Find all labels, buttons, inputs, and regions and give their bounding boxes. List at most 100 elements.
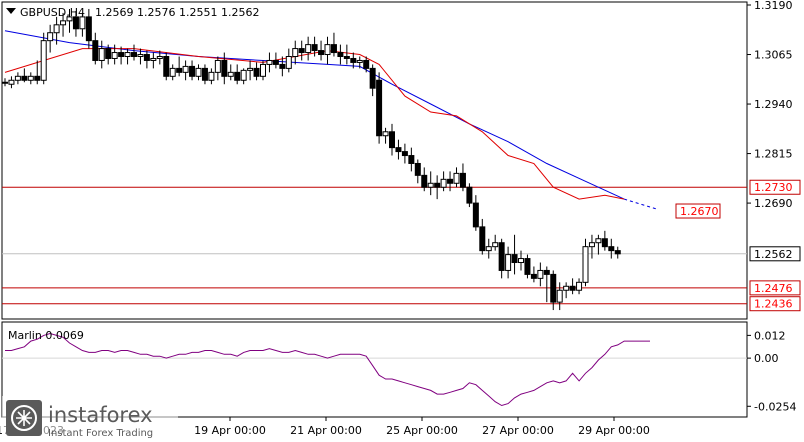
candle-body xyxy=(350,57,357,63)
candle-body xyxy=(85,16,92,42)
candle-body xyxy=(311,44,318,52)
candle-body xyxy=(201,67,208,81)
candle-body xyxy=(72,16,79,30)
indicator-label: Marlin 0.0069 xyxy=(8,329,84,342)
candle-body xyxy=(601,238,608,248)
candle-body xyxy=(505,254,512,271)
candle-body xyxy=(524,258,531,275)
candle-body xyxy=(550,273,557,303)
candle-body xyxy=(440,178,447,188)
ma-fast-line xyxy=(4,48,625,200)
candle-body xyxy=(163,56,170,77)
indicator-tick-label: -0.0254 xyxy=(754,400,796,413)
indicator-tick-label: 0.012 xyxy=(754,329,786,342)
candle-body xyxy=(369,67,376,89)
candle-body xyxy=(292,48,299,58)
price-pane xyxy=(1,1,748,320)
candles-layer xyxy=(2,8,621,311)
candle-body xyxy=(427,182,434,188)
current-price-badge xyxy=(749,246,801,262)
candle-body xyxy=(556,289,563,303)
price-tick-label: 1.2815 xyxy=(754,148,793,161)
candle-body xyxy=(376,79,383,137)
candle-body xyxy=(260,63,266,77)
candle-body xyxy=(576,281,583,291)
candle-body xyxy=(47,32,54,42)
candle-body xyxy=(401,151,408,157)
candle-body xyxy=(356,59,363,63)
level-price-badge-text: 1.2730 xyxy=(754,181,793,194)
candle-body xyxy=(92,40,99,61)
levels-layer xyxy=(2,186,747,305)
candle-body xyxy=(253,67,260,77)
candle-body xyxy=(266,59,273,65)
chart-symbol-label: GBPUSD,H4 xyxy=(20,6,85,19)
collapse-triangle-icon[interactable] xyxy=(6,8,16,14)
candle-body xyxy=(40,40,47,81)
candle-body xyxy=(324,44,331,56)
watermark-tagline: Instant Forex Trading xyxy=(48,428,153,439)
candle-body xyxy=(569,285,576,291)
level-price-badge xyxy=(749,280,801,296)
time-tick-label: 19 Apr 00:00 xyxy=(194,424,266,437)
candle-body xyxy=(298,48,305,54)
candle-body xyxy=(389,131,395,149)
candle-body xyxy=(511,254,518,264)
time-tick-label: 27 Apr 00:00 xyxy=(482,424,554,437)
price-badges: 1.2730 1.2670 1.2562 1.2476 1.2436 xyxy=(675,179,801,312)
candle-body xyxy=(14,75,21,81)
candle-body xyxy=(408,155,415,164)
candle-body xyxy=(447,178,454,184)
candle-body xyxy=(214,59,221,73)
candle-body xyxy=(150,57,157,61)
candle-body xyxy=(143,54,150,61)
level-price-badge-text: 1.2436 xyxy=(754,298,793,311)
candle-body xyxy=(21,75,28,81)
ma-slow-line xyxy=(4,30,625,200)
candle-body xyxy=(343,56,350,59)
candle-body xyxy=(240,69,247,81)
indicator-tick-label: 0.00 xyxy=(754,352,779,365)
price-tick-label: 1.2690 xyxy=(754,197,793,210)
candle-body xyxy=(60,20,67,26)
candle-body xyxy=(537,269,544,279)
candle-body xyxy=(98,48,105,61)
candle-body xyxy=(595,238,602,244)
price-axis: 1.3190 1.3065 1.2940 1.2815 1.2690 0.012 0.00 -… xyxy=(747,0,796,413)
candle-body xyxy=(582,246,589,283)
candle-body xyxy=(105,48,112,59)
candle-body xyxy=(137,54,144,58)
candle-body xyxy=(182,65,189,73)
ma-price-badge xyxy=(675,203,721,219)
level-price-badge xyxy=(749,179,801,195)
price-tick-label: 1.2940 xyxy=(754,98,793,111)
candle-body xyxy=(79,16,86,30)
candle-body xyxy=(434,182,441,188)
candle-body xyxy=(305,44,312,54)
candle-body xyxy=(118,52,125,58)
instaforex-logo: instaforex Instant Forex Trading xyxy=(2,396,178,440)
candle-body xyxy=(363,59,370,69)
candle-body xyxy=(208,71,215,81)
candle-body xyxy=(563,285,570,291)
candle-body xyxy=(318,50,325,56)
level-price-badge-text: 1.2476 xyxy=(754,282,793,295)
ma-price-badge-text: 1.2670 xyxy=(680,205,719,218)
candle-body xyxy=(498,242,505,271)
candle-body xyxy=(247,67,254,71)
candle-body xyxy=(34,75,41,81)
candle-body xyxy=(111,52,118,59)
candle-body xyxy=(27,75,34,81)
time-tick-label: 29 Apr 00:00 xyxy=(578,424,650,437)
candle-body xyxy=(459,172,466,188)
candle-body xyxy=(156,56,163,59)
candle-body xyxy=(337,52,344,58)
candle-body xyxy=(414,162,421,176)
price-tick-label: 1.3065 xyxy=(754,49,793,62)
candle-body xyxy=(472,202,479,228)
oscillator-layer xyxy=(2,332,747,407)
candle-body xyxy=(221,59,228,77)
ma-layer xyxy=(4,30,657,210)
candle-body xyxy=(479,226,486,252)
